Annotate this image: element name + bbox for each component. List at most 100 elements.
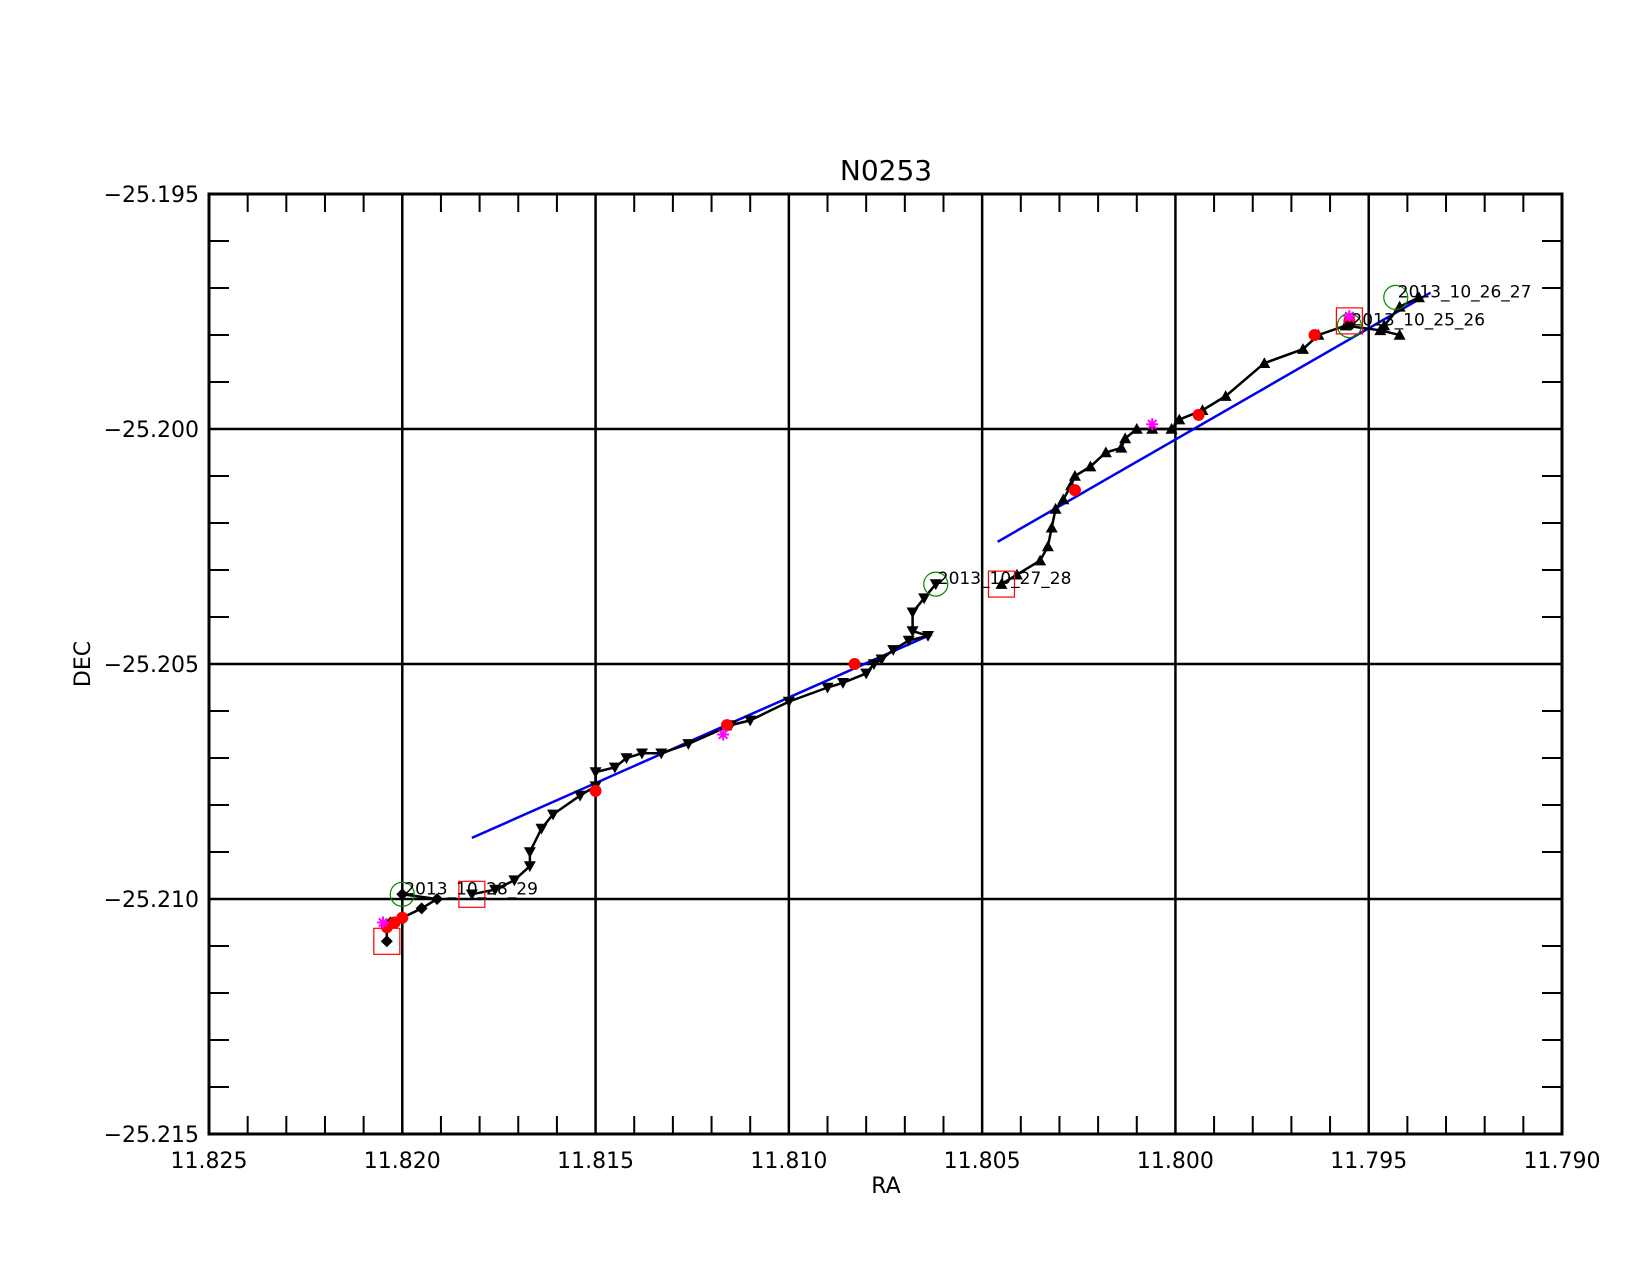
track-point — [635, 748, 648, 760]
track-point — [1119, 432, 1132, 444]
track-point — [655, 748, 668, 760]
track-point — [535, 823, 548, 835]
track-point — [1041, 540, 1054, 552]
star-point — [376, 916, 389, 929]
red-point — [1068, 484, 1081, 497]
track-point — [1173, 413, 1186, 425]
track-point — [1165, 423, 1178, 434]
track-point — [396, 888, 409, 901]
x-tick-labels: 11.825 11.820 11.815 11.810 11.805 11.800 11.7… — [171, 1149, 1601, 1174]
track-point — [1034, 554, 1047, 566]
x-tick-label: 11.810 — [750, 1149, 827, 1174]
track-point — [867, 659, 880, 670]
x-axis-title: RA — [871, 1174, 900, 1199]
x-tick-label: 11.790 — [1524, 1149, 1601, 1174]
track-point — [415, 902, 428, 915]
black-point — [1344, 320, 1355, 331]
track-point — [431, 893, 444, 905]
star-stroke — [718, 729, 729, 740]
x-tick-label: 11.795 — [1330, 1149, 1407, 1174]
track-point — [1068, 470, 1081, 481]
track-point — [836, 678, 849, 689]
star-point — [717, 728, 730, 741]
markers — [373, 284, 1425, 955]
track-point — [1057, 493, 1070, 505]
track-point — [608, 762, 621, 774]
red-point — [1308, 329, 1321, 341]
track-point — [744, 715, 757, 727]
x-tick-label: 11.820 — [364, 1149, 441, 1174]
track-point — [1130, 423, 1143, 434]
track-point — [929, 579, 942, 591]
x-tick-label: 11.815 — [557, 1149, 634, 1174]
red-point — [1192, 408, 1205, 421]
track-point — [1045, 521, 1058, 533]
red-point — [589, 784, 602, 797]
track-point — [620, 753, 633, 764]
track-point — [902, 635, 915, 647]
x-tick-label: 11.805 — [944, 1149, 1021, 1174]
track-point — [995, 578, 1008, 589]
track-point — [782, 696, 795, 708]
track-point — [887, 645, 900, 656]
track-point — [1258, 357, 1271, 368]
grid — [209, 194, 1562, 1134]
square-marker — [458, 880, 486, 908]
track-point — [1099, 446, 1112, 458]
track-point — [906, 607, 919, 619]
track-annotation: 2013_10_26_27 — [1398, 282, 1532, 302]
track-point — [918, 593, 931, 605]
x-tick-label: 11.800 — [1137, 1149, 1214, 1174]
y-tick-labels: −25.195 −25.200 −25.205 −25.210 −25.215 — [104, 183, 199, 1148]
y-tick-label: −25.215 — [104, 1123, 199, 1148]
fit-line — [471, 634, 929, 840]
track-point — [1115, 441, 1128, 453]
track-annotation: 2013_10_27_28 — [938, 569, 1072, 589]
track-point — [906, 626, 919, 638]
track-point — [380, 935, 393, 948]
track-point — [1049, 502, 1062, 514]
track-point — [821, 682, 834, 694]
track-annotation: 2013_10_25_26 — [1351, 311, 1485, 331]
star-point — [1343, 310, 1356, 323]
track-line — [471, 583, 937, 896]
star-stroke — [1344, 311, 1355, 322]
square-marker — [987, 570, 1016, 598]
chart-title: N0253 — [840, 154, 932, 187]
track-point — [922, 631, 935, 642]
tracks — [385, 296, 1420, 942]
annotations: 2013_10_26_27 2013_10_25_26 2013_10_27_28 2… — [404, 282, 1531, 899]
star-stroke — [1147, 419, 1158, 430]
track-point — [875, 654, 888, 666]
plot-frame — [207, 192, 1564, 1136]
y-tick-label: −25.195 — [104, 183, 199, 208]
track-line — [1000, 324, 1400, 586]
track-point — [1084, 460, 1097, 472]
minor-ticks — [209, 194, 1562, 1134]
track-point — [682, 739, 695, 750]
y-tick-label: −25.200 — [104, 418, 199, 443]
circle-marker — [923, 571, 949, 597]
star-stroke — [378, 917, 388, 928]
track-point — [1374, 324, 1387, 336]
fit-lines — [471, 291, 1432, 840]
track-point — [547, 809, 560, 821]
square-marker — [1335, 307, 1363, 335]
star-point — [1146, 418, 1159, 431]
track-point — [574, 790, 587, 802]
track-point — [1219, 390, 1232, 401]
track-point — [1393, 329, 1406, 340]
track-point — [860, 668, 873, 680]
circle-marker — [1383, 284, 1409, 310]
circle-marker — [389, 881, 415, 907]
track-point — [523, 847, 536, 858]
red-point — [721, 719, 734, 732]
y-axis-title: DEC — [71, 641, 96, 687]
track-point — [1412, 291, 1425, 303]
track-annotation: 2013_10_28_29 — [404, 879, 538, 899]
track-point — [589, 767, 602, 779]
track-point — [465, 889, 478, 901]
track-point — [489, 884, 502, 896]
track-point — [1296, 343, 1309, 354]
